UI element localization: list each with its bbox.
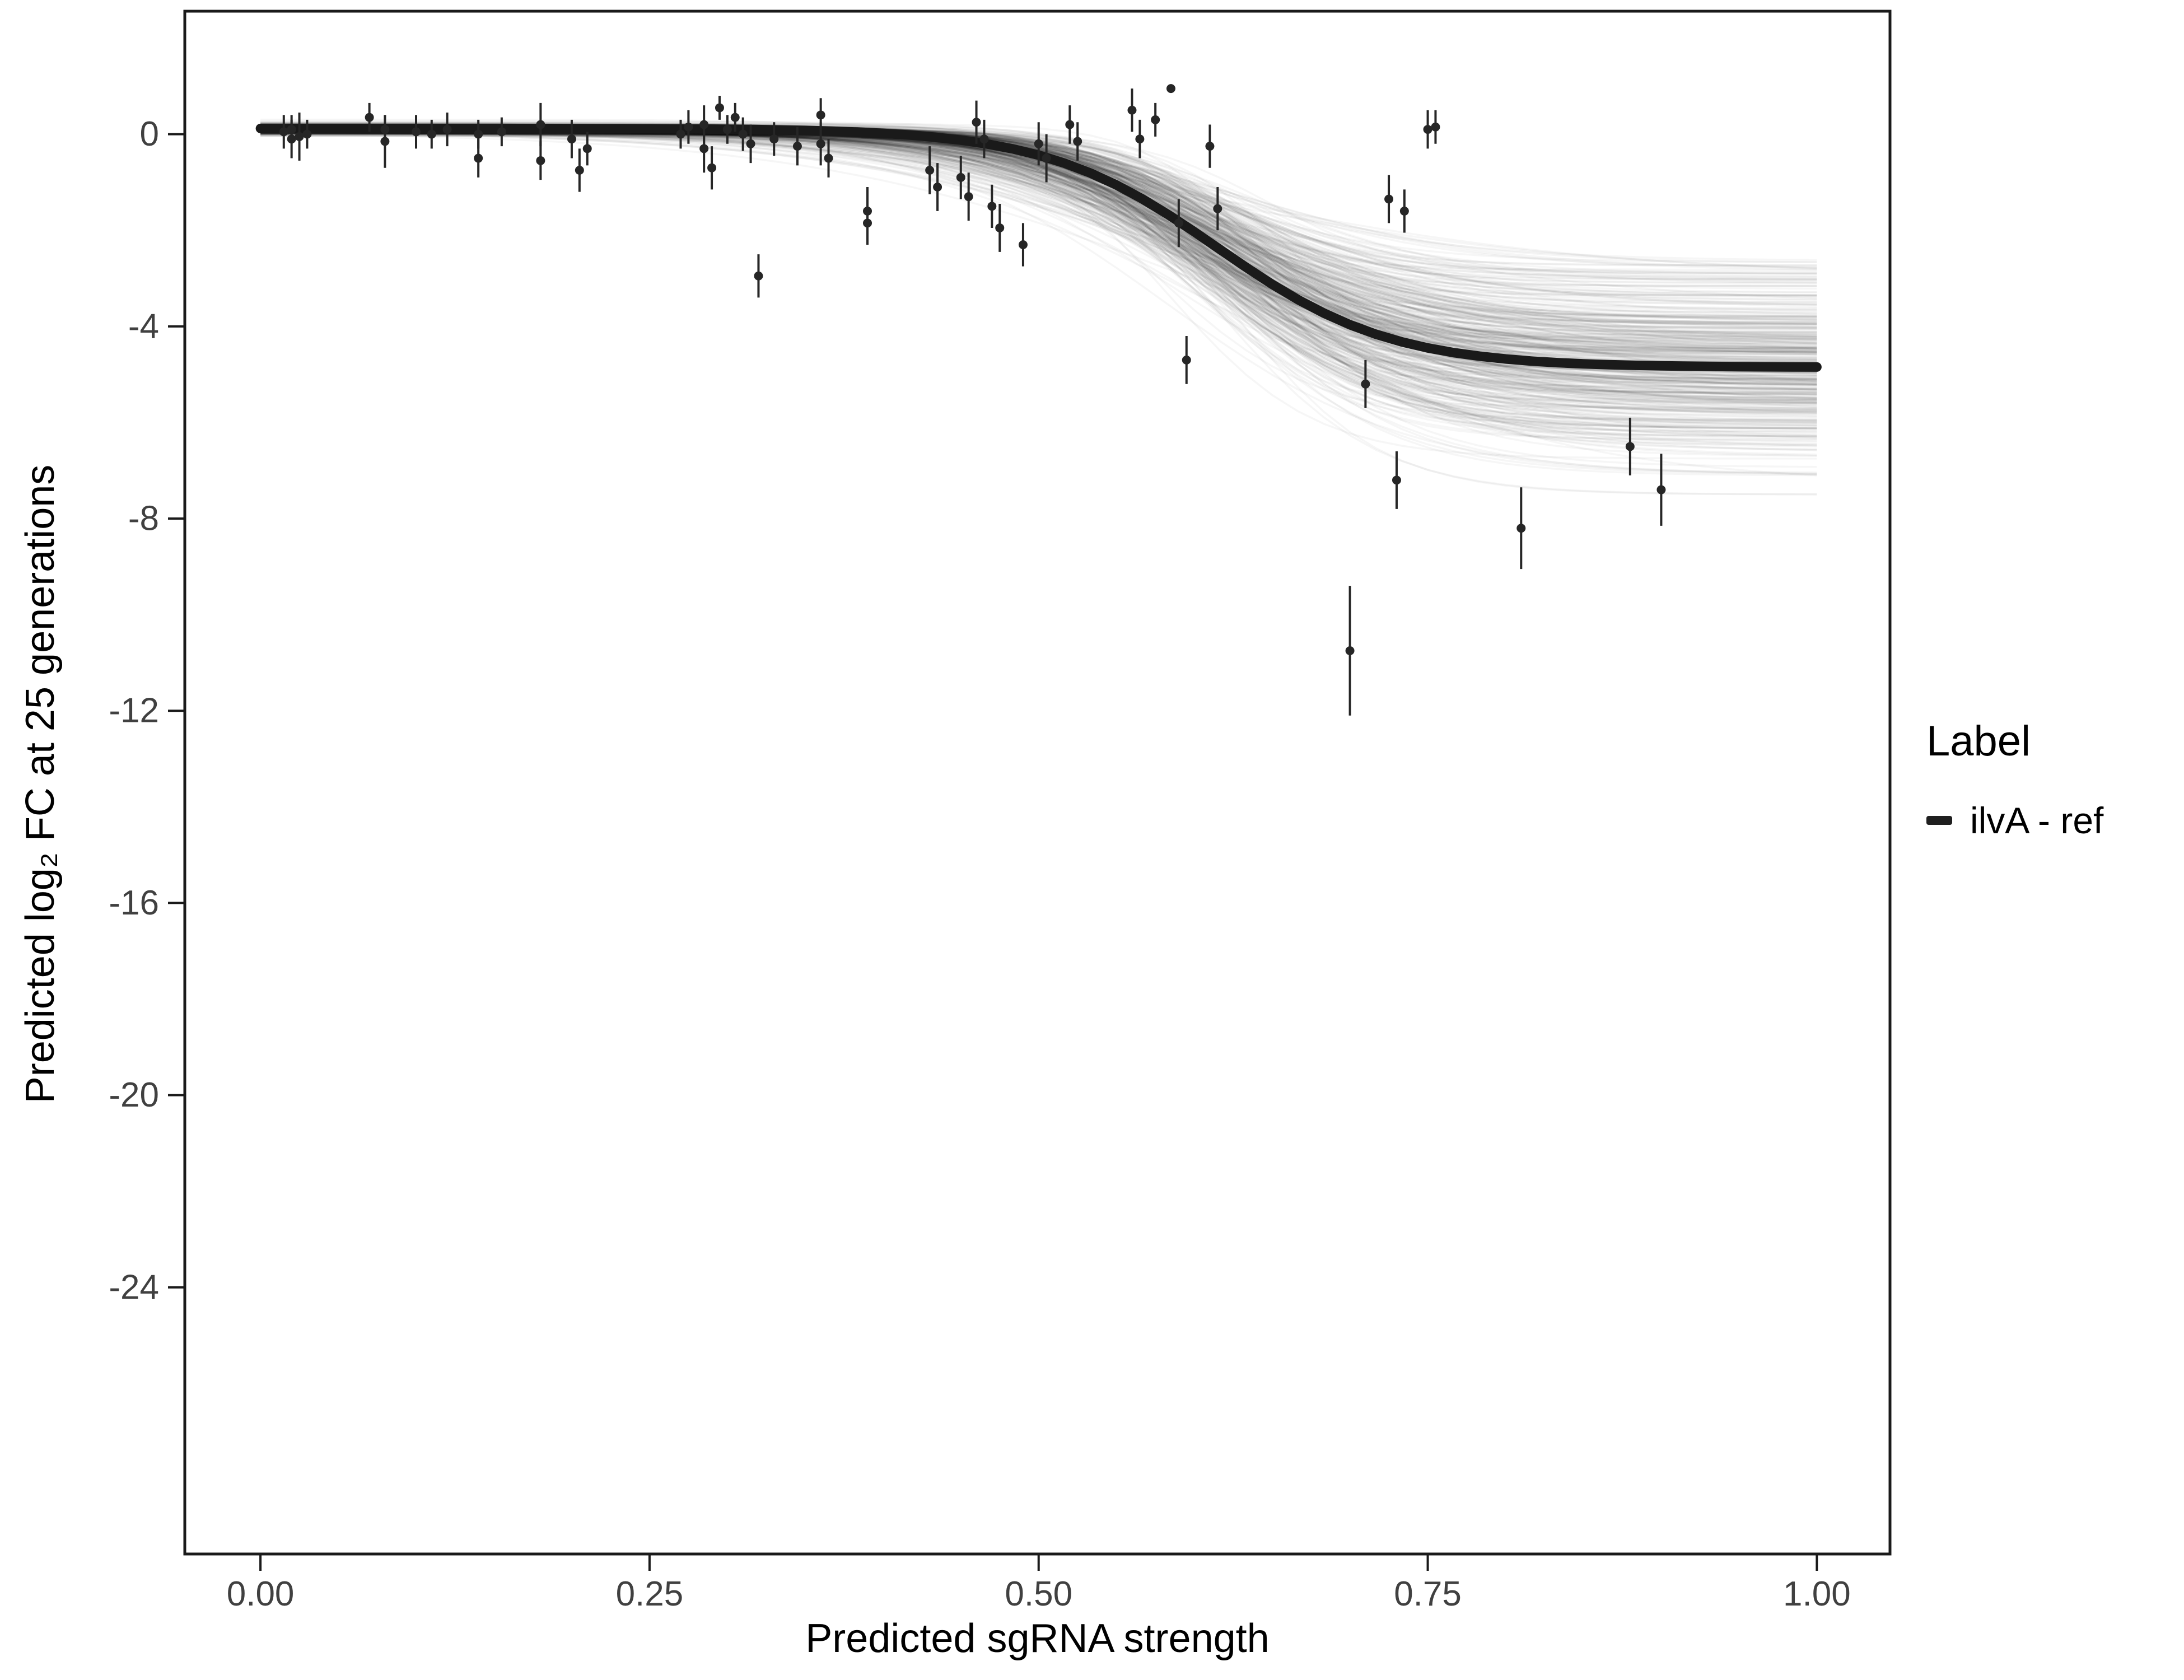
data-point — [474, 129, 483, 139]
data-point — [1213, 204, 1222, 213]
data-point — [1656, 485, 1666, 494]
y-tick-label: -4 — [128, 307, 159, 346]
data-point — [1073, 137, 1082, 146]
legend-entry: ilvA - ref — [1926, 799, 2103, 842]
data-point — [863, 218, 872, 228]
x-tick-label: 0.00 — [227, 1575, 295, 1613]
data-point — [699, 144, 709, 153]
data-point — [582, 144, 592, 153]
data-point — [474, 153, 483, 163]
data-point — [1361, 379, 1370, 389]
data-point — [287, 125, 296, 134]
data-point — [792, 142, 802, 151]
data-point — [1065, 120, 1075, 129]
data-point — [1205, 142, 1215, 151]
data-point — [684, 122, 693, 132]
data-point — [295, 132, 304, 141]
data-point — [964, 192, 973, 202]
y-tick-label: 0 — [140, 115, 159, 153]
data-point — [987, 202, 997, 211]
data-point — [380, 125, 390, 134]
data-point — [536, 120, 545, 129]
x-axis-title: Predicted sgRNA strength — [805, 1616, 1270, 1661]
data-point — [279, 127, 288, 137]
data-point — [442, 125, 452, 134]
data-point — [995, 223, 1005, 232]
data-point — [1151, 115, 1160, 124]
data-point — [365, 113, 374, 122]
data-point — [302, 129, 312, 139]
y-tick-label: -12 — [109, 692, 159, 730]
data-point — [1516, 524, 1526, 533]
data-point — [1384, 194, 1394, 204]
data-point — [933, 183, 942, 192]
y-axis-title: Predicted log₂ FC at 25 generations — [18, 464, 63, 1104]
data-point — [1034, 139, 1043, 148]
legend: Label ilvA - ref — [1926, 717, 2103, 842]
legend-entry-label: ilvA - ref — [1970, 800, 2104, 841]
data-point — [1423, 125, 1432, 134]
data-point — [1166, 84, 1175, 94]
data-point — [1182, 355, 1191, 365]
x-tick-label: 0.50 — [1005, 1575, 1072, 1613]
data-point — [1018, 240, 1028, 249]
data-point — [816, 139, 825, 148]
data-point — [738, 129, 748, 139]
data-point — [427, 129, 436, 139]
data-point — [676, 129, 685, 139]
data-point — [816, 110, 825, 120]
data-point — [1135, 134, 1145, 144]
legend-swatch-line — [1926, 816, 1952, 825]
data-point — [497, 127, 506, 137]
data-point — [715, 103, 724, 113]
data-point — [412, 127, 421, 137]
data-point — [1127, 105, 1137, 115]
data-point — [722, 125, 732, 134]
x-tick-label: 0.75 — [1394, 1575, 1462, 1613]
data-point — [1431, 122, 1440, 132]
legend-title: Label — [1926, 717, 2031, 765]
data-point — [1399, 206, 1409, 216]
y-tick-label: -24 — [109, 1268, 159, 1306]
data-point — [1042, 153, 1051, 163]
data-point — [536, 156, 545, 165]
data-point — [972, 118, 981, 127]
data-point — [925, 165, 935, 175]
data-point — [979, 134, 989, 144]
data-point — [730, 113, 740, 122]
data-point — [769, 134, 779, 144]
x-tick-label: 0.25 — [616, 1575, 684, 1613]
data-point — [956, 172, 965, 182]
data-point — [1625, 442, 1635, 451]
x-tick-label: 1.00 — [1783, 1575, 1851, 1613]
panel-border — [183, 10, 1892, 1556]
data-point — [746, 139, 755, 148]
data-point — [1174, 218, 1183, 228]
y-tick-label: -16 — [109, 884, 159, 922]
y-tick-label: -20 — [109, 1076, 159, 1114]
data-point — [707, 163, 717, 172]
data-point — [1392, 475, 1401, 485]
data-point — [1345, 646, 1355, 655]
data-point — [754, 271, 763, 281]
data-point — [575, 165, 584, 175]
y-tick-label: -8 — [128, 500, 159, 538]
data-point — [567, 134, 576, 144]
data-point — [824, 153, 833, 163]
